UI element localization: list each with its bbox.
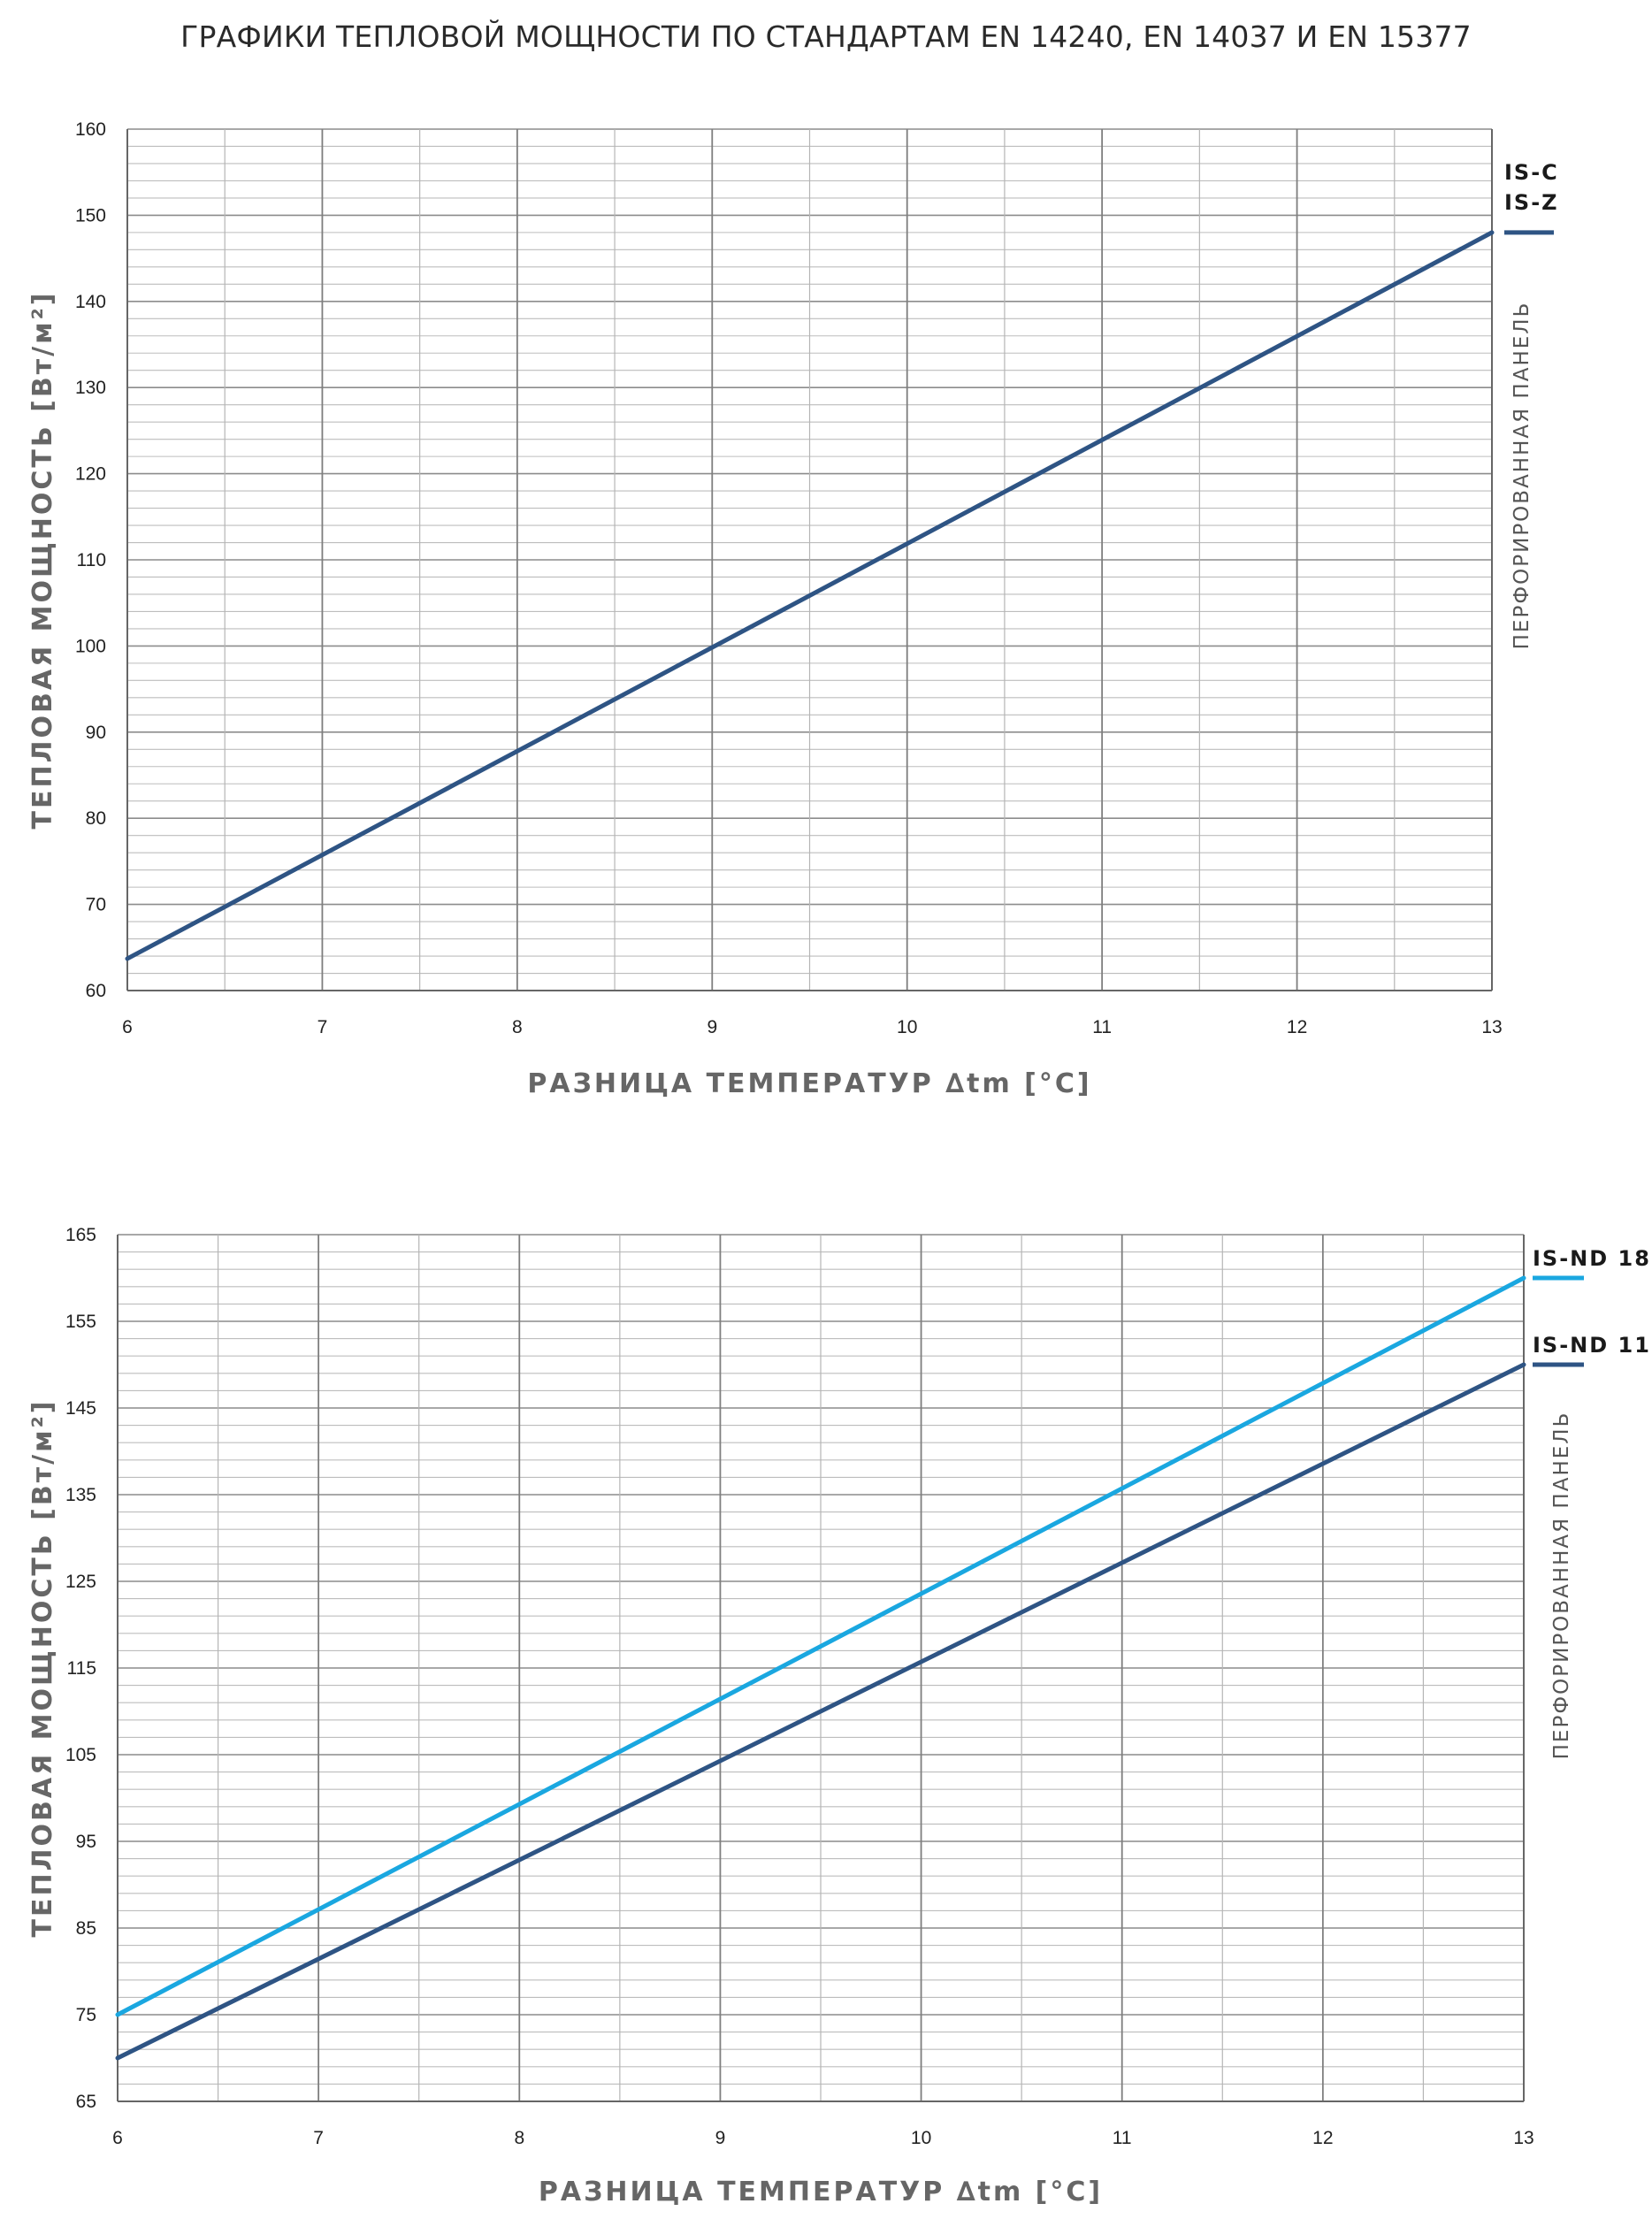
y-tick-label: 65 bbox=[76, 2092, 96, 2112]
y-tick-label: 95 bbox=[76, 1832, 96, 1852]
page-title: ГРАФИКИ ТЕПЛОВОЙ МОЩНОСТИ ПО СТАНДАРТАМ … bbox=[180, 19, 1472, 54]
y-tick-label: 125 bbox=[65, 1572, 96, 1592]
x-tick-label: 9 bbox=[707, 1017, 717, 1037]
x-tick-label: 10 bbox=[897, 1017, 917, 1037]
legend-label: IS-ND 11 bbox=[1533, 1333, 1651, 1358]
y-tick-label: 85 bbox=[76, 1918, 96, 1939]
y-tick-label: 150 bbox=[75, 205, 106, 226]
y-tick-label: 105 bbox=[65, 1745, 96, 1765]
x-tick-label: 7 bbox=[313, 2128, 324, 2148]
series-line-is-nd-18 bbox=[115, 1275, 1526, 2017]
series-line-is-nd-11 bbox=[115, 1362, 1526, 2061]
x-tick-label: 6 bbox=[112, 2128, 123, 2148]
x-tick-label: 10 bbox=[911, 2128, 931, 2148]
side-label-perforated-panel: ПЕРФОРИРОВАННАЯ ПАНЕЛЬ bbox=[1550, 1412, 1573, 1760]
y-tick-label: 115 bbox=[67, 1658, 96, 1679]
side-label-perforated-panel: ПЕРФОРИРОВАННАЯ ПАНЕЛЬ bbox=[1511, 302, 1533, 650]
heat-output-chart-is-c-is-z: 60 70 80 90 100 110 120 130 140 150 160 6 7 8 9 10 11 12 1… bbox=[27, 119, 1559, 1099]
y-tick-label: 110 bbox=[77, 550, 106, 570]
y-tick-label: 135 bbox=[65, 1485, 96, 1505]
x-tick-label: 6 bbox=[122, 1017, 133, 1037]
series-line-is-c-is-z bbox=[125, 230, 1495, 961]
y-tick-label: 165 bbox=[65, 1225, 96, 1245]
x-tick-label: 8 bbox=[514, 2128, 524, 2148]
y-tick-label: 60 bbox=[86, 981, 106, 1001]
x-tick-label: 13 bbox=[1513, 2128, 1533, 2148]
y-tick-label: 140 bbox=[75, 292, 106, 312]
y-tick-label: 70 bbox=[86, 895, 106, 915]
legend-label: IS-ND 18 bbox=[1533, 1246, 1651, 1271]
x-tick-label: 11 bbox=[1092, 1017, 1112, 1037]
x-axis-label: РАЗНИЦА ТЕМПЕРАТУР ∆tm [°C] bbox=[539, 2177, 1103, 2208]
y-tick-label: 130 bbox=[75, 378, 106, 398]
y-axis-label: ТЕПЛОВАЯ МОЩНОСТЬ [Вт/м²] bbox=[27, 291, 58, 830]
x-tick-label: 8 bbox=[512, 1017, 523, 1037]
y-tick-label: 75 bbox=[76, 2005, 96, 2025]
y-tick-label: 160 bbox=[75, 119, 106, 140]
legend-label-is-c: IS-C bbox=[1504, 160, 1559, 185]
y-tick-label: 155 bbox=[65, 1312, 96, 1332]
y-tick-label: 145 bbox=[65, 1398, 96, 1419]
x-tick-label: 12 bbox=[1312, 2128, 1333, 2148]
x-tick-label: 12 bbox=[1287, 1017, 1307, 1037]
x-tick-label: 11 bbox=[1113, 2128, 1132, 2148]
y-tick-label: 90 bbox=[86, 723, 106, 743]
x-axis-label: РАЗНИЦА ТЕМПЕРАТУР ∆tm [°C] bbox=[527, 1068, 1091, 1099]
x-tick-label: 7 bbox=[317, 1017, 328, 1037]
x-tick-label: 13 bbox=[1481, 1017, 1502, 1037]
y-tick-label: 80 bbox=[86, 808, 106, 829]
y-tick-label: 100 bbox=[75, 636, 106, 656]
y-axis-label: ТЕПЛОВАЯ МОЩНОСТЬ [Вт/м²] bbox=[27, 1399, 58, 1938]
legend-label-is-z: IS-Z bbox=[1504, 190, 1559, 215]
y-tick-label: 120 bbox=[75, 464, 106, 485]
x-tick-label: 9 bbox=[715, 2128, 726, 2148]
